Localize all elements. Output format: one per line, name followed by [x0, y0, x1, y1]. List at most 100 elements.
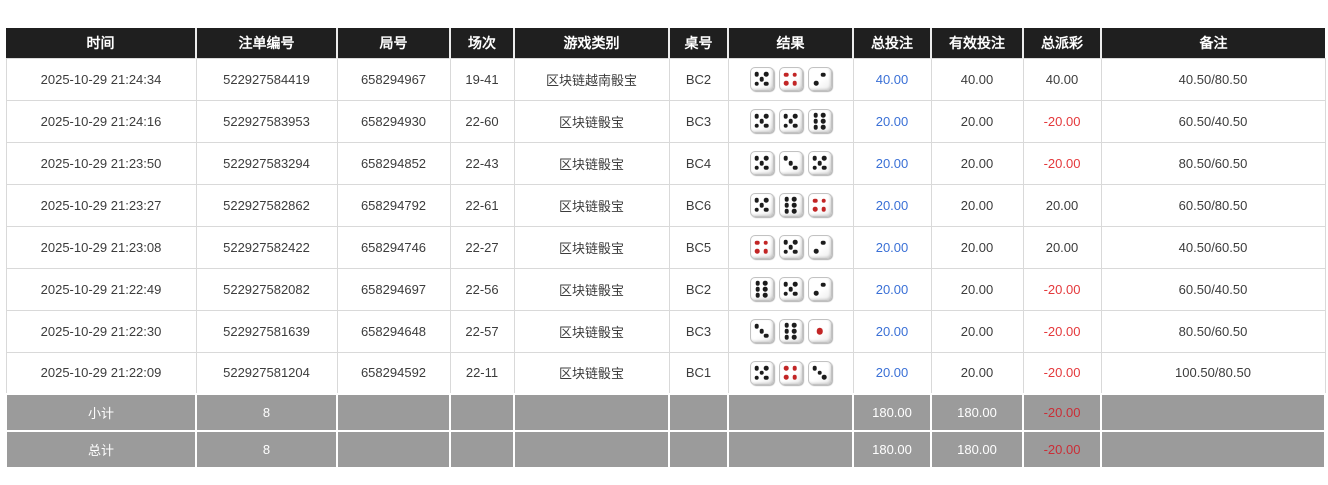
table-no-cell: BC5: [668, 225, 729, 269]
die-face-icon: [778, 151, 803, 175]
die-face-icon: [807, 235, 832, 259]
table-row: 2025-10-29 21:23:50 522927583294 658294852…: [5, 141, 1326, 185]
valid-bet-cell: 20.00: [930, 351, 1024, 395]
round-id-cell: 658294967: [336, 57, 451, 101]
valid-bet-cell: 20.00: [930, 309, 1024, 353]
valid-bet-cell: 20.00: [930, 99, 1024, 143]
die-face-icon: [749, 151, 774, 175]
total-bet-link[interactable]: 20.00: [875, 239, 909, 255]
game-type-cell: 区块链骰宝: [513, 267, 670, 311]
summary-total-payout-cell: -20.00: [1022, 430, 1102, 469]
total-payout-cell: -20.00: [1022, 141, 1102, 185]
total-payout-value: 20.00: [1045, 239, 1079, 255]
column-header-bet-id: 注单编号: [196, 28, 338, 58]
summary-count-cell: 8: [195, 393, 338, 432]
table-no-cell: BC2: [668, 57, 729, 101]
summary-valid-bet-cell: 180.00: [930, 393, 1024, 432]
remark-cell: 80.50/60.50: [1100, 141, 1326, 185]
die-face-icon: [749, 67, 774, 91]
dice-result: [733, 319, 849, 343]
total-bet-link[interactable]: 20.00: [875, 365, 909, 381]
summary-total-payout-value: -20.00: [1043, 442, 1081, 457]
result-cell: [727, 309, 854, 353]
bet-id-cell: 522927584419: [195, 57, 338, 101]
total-payout-value: -20.00: [1043, 281, 1081, 297]
round-id-cell: 658294648: [336, 309, 451, 353]
total-payout-value: 20.00: [1045, 197, 1079, 213]
table-row: 2025-10-29 21:22:49 522927582082 658294697…: [5, 267, 1326, 311]
time-cell: 2025-10-29 21:22:30: [5, 309, 197, 353]
valid-bet-cell: 40.00: [930, 57, 1024, 101]
dice-result: [733, 360, 849, 385]
die-face-icon: [807, 193, 832, 217]
die-face-icon: [778, 235, 803, 259]
time-cell: 2025-10-29 21:23:08: [5, 225, 197, 269]
summary-total-bet-cell: 180.00: [852, 430, 932, 469]
valid-bet-cell: 20.00: [930, 267, 1024, 311]
table-row: 2025-10-29 21:23:08 522927582422 658294746…: [5, 225, 1326, 269]
total-bet-cell: 20.00: [852, 267, 932, 311]
grand-total-row: 总计 8 180.00 180.00 -20.00: [5, 430, 1326, 469]
total-bet-link[interactable]: 20.00: [875, 323, 909, 339]
total-bet-link[interactable]: 20.00: [875, 197, 909, 213]
round-id-cell: 658294852: [336, 141, 451, 185]
time-cell: 2025-10-29 21:22:09: [5, 351, 197, 395]
session-cell: 22-11: [449, 351, 515, 395]
subtotal-row: 小计 8 180.00 180.00 -20.00: [5, 393, 1326, 432]
dice-result: [733, 67, 849, 91]
bet-id-cell: 522927581204: [195, 351, 338, 395]
summary-label-cell: 总计: [5, 430, 197, 469]
round-id-cell: 658294592: [336, 351, 451, 395]
bet-id-cell: 522927581639: [195, 309, 338, 353]
summary-round-cell: [336, 393, 451, 432]
remark-cell: 40.50/60.50: [1100, 225, 1326, 269]
summary-valid-bet-cell: 180.00: [930, 430, 1024, 469]
die-face-icon: [749, 277, 774, 301]
bet-records-page: 时间 注单编号 局号 场次 游戏类别 桌号 结果 总投注 有效投注 总派彩 备注 2025-10-2…: [5, 28, 1326, 469]
total-bet-cell: 20.00: [852, 99, 932, 143]
total-bet-link[interactable]: 20.00: [875, 113, 909, 129]
table-row: 2025-10-29 21:24:16 522927583953 658294930…: [5, 99, 1326, 143]
result-cell: [727, 267, 854, 311]
remark-cell: 100.50/80.50: [1100, 351, 1326, 395]
valid-bet-cell: 20.00: [930, 141, 1024, 185]
remark-cell: 60.50/80.50: [1100, 183, 1326, 227]
column-header-round-id: 局号: [337, 28, 451, 58]
total-payout-value: -20.00: [1043, 365, 1081, 381]
summary-session-cell: [449, 393, 515, 432]
time-cell: 2025-10-29 21:23:50: [5, 141, 197, 185]
total-bet-cell: 20.00: [852, 183, 932, 227]
summary-result-cell: [727, 430, 854, 469]
summary-count-cell: 8: [195, 430, 338, 469]
die-face-icon: [807, 109, 832, 133]
die-face-icon: [778, 193, 803, 217]
column-header-total-bet: 总投注: [853, 28, 932, 58]
die-face-icon: [807, 151, 832, 175]
die-face-icon: [778, 360, 803, 385]
session-cell: 22-61: [449, 183, 515, 227]
die-face-icon: [778, 109, 803, 133]
total-payout-cell: 20.00: [1022, 225, 1102, 269]
round-id-cell: 658294746: [336, 225, 451, 269]
time-cell: 2025-10-29 21:23:27: [5, 183, 197, 227]
table-no-cell: BC2: [668, 267, 729, 311]
table-row: 2025-10-29 21:23:27 522927582862 658294792…: [5, 183, 1326, 227]
die-face-icon: [778, 319, 803, 343]
total-payout-cell: 20.00: [1022, 183, 1102, 227]
total-bet-cell: 20.00: [852, 309, 932, 353]
dice-result: [733, 151, 849, 175]
die-face-icon: [807, 319, 832, 343]
total-payout-cell: -20.00: [1022, 267, 1102, 311]
bet-id-cell: 522927582422: [195, 225, 338, 269]
total-payout-value: -20.00: [1043, 323, 1081, 339]
total-bet-link[interactable]: 40.00: [875, 71, 909, 87]
die-face-icon: [778, 67, 803, 91]
time-cell: 2025-10-29 21:24:34: [5, 57, 197, 101]
total-payout-value: 40.00: [1045, 71, 1079, 87]
session-cell: 22-56: [449, 267, 515, 311]
table-no-cell: BC3: [668, 99, 729, 143]
summary-result-cell: [727, 393, 854, 432]
column-header-session: 场次: [450, 28, 515, 58]
total-bet-link[interactable]: 20.00: [875, 281, 909, 297]
total-bet-link[interactable]: 20.00: [875, 155, 909, 171]
